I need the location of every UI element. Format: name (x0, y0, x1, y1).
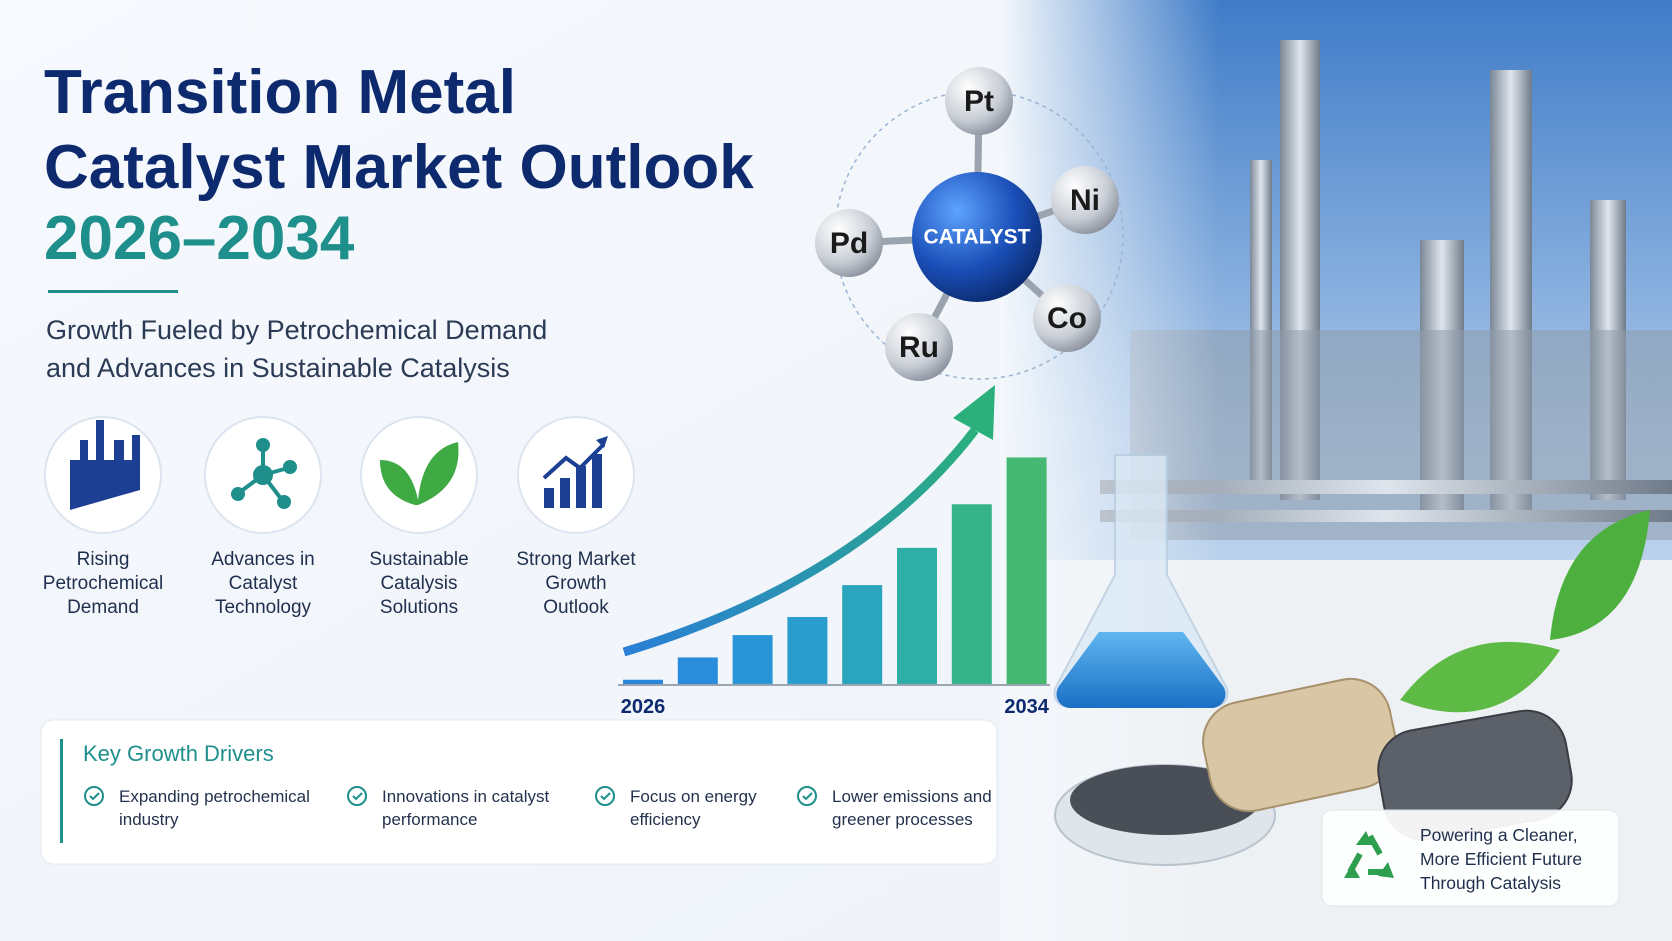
check-mark (352, 792, 363, 801)
driver-text: Focus on energy (630, 787, 757, 806)
drivers-title: Key Growth Drivers (83, 741, 274, 766)
badge-line: Through Catalysis (1420, 873, 1561, 893)
title-years: 2026–2034 (44, 204, 355, 273)
growth-arrowhead (953, 385, 995, 440)
factory-icon (70, 420, 140, 510)
driver-text: Lower emissions and (832, 787, 992, 806)
check-mark (802, 792, 813, 801)
feature-icons (44, 416, 635, 534)
check-mark (89, 792, 100, 801)
bar (677, 657, 718, 684)
structure (1130, 330, 1672, 540)
feature-label: Sustainable (369, 549, 468, 570)
drivers-list: Expanding petrochemical industry Innovatio… (84, 786, 992, 829)
growth-arrow (622, 427, 979, 657)
bar-chart: 2026 2034 (621, 457, 1050, 718)
atom-sphere (1033, 284, 1101, 352)
pipe (1100, 510, 1672, 522)
check-icon (595, 786, 615, 806)
growth-icon-arrow (542, 442, 606, 480)
orbit (834, 90, 1124, 380)
honeycomb (1202, 677, 1398, 813)
feature-label: Outlook (543, 597, 609, 618)
molecule-icon-atoms (231, 438, 297, 509)
check-icon (84, 786, 104, 806)
feature-label: Solutions (380, 597, 458, 618)
feature-label: Strong Market (516, 549, 636, 570)
driver-text: industry (119, 810, 179, 829)
atom-label: Ni (1070, 184, 1100, 217)
check-icon (797, 786, 817, 806)
subtitle: and Advances in Sustainable Catalysis (46, 353, 510, 383)
icon-circle (360, 416, 478, 534)
title: Transition Metal (44, 58, 516, 127)
flask-liquid (1056, 632, 1226, 709)
leaf (1550, 510, 1650, 640)
check-icon (347, 786, 367, 806)
feature-labels: Rising Petrochemical Demand Advances in Cata… (43, 549, 637, 618)
driver-text: Innovations in catalyst (382, 787, 550, 806)
divider (48, 290, 178, 293)
bar (623, 679, 663, 684)
bar (897, 547, 937, 684)
check-mark (600, 792, 611, 801)
bar (787, 616, 828, 684)
catalyst-label: CATALYST (924, 226, 1031, 249)
bar (732, 635, 773, 684)
feature-label: Technology (215, 597, 312, 618)
badge-line: More Efficient Future (1420, 849, 1582, 869)
badge-line: Powering a Cleaner, (1420, 825, 1578, 845)
title: Catalyst Market Outlook (44, 133, 754, 202)
pipe (1100, 480, 1672, 494)
x-tick-label: 2034 (1004, 696, 1049, 718)
feature-label: Demand (67, 597, 139, 618)
feature-label: Advances in (211, 549, 315, 570)
bar (1006, 457, 1047, 684)
drivers-panel (40, 719, 998, 865)
badge-text: Powering a Cleaner, More Efficient Future… (1420, 825, 1582, 893)
refinery-scene (1000, 0, 1672, 941)
atom-sphere (945, 67, 1013, 135)
recycle-arrows (1344, 831, 1394, 878)
catalyst-sphere (912, 172, 1042, 302)
feature-label: Catalysis (380, 573, 457, 594)
feature-label: Growth (545, 573, 606, 594)
atom-sphere (1051, 166, 1119, 234)
feature-label: Petrochemical (43, 573, 163, 594)
driver-text: performance (382, 810, 477, 829)
atom-label: Pd (830, 227, 868, 260)
bar (842, 585, 883, 684)
growth-icon-arrowhead (596, 436, 608, 448)
feature-label: Catalyst (229, 573, 298, 594)
bar (951, 504, 992, 684)
x-tick-label: 2026 (621, 696, 666, 718)
drivers-accent (60, 739, 63, 843)
feature-label: Rising (77, 549, 130, 570)
driver-text: Expanding petrochemical (119, 787, 310, 806)
leaf (1400, 641, 1560, 713)
atom-sphere (815, 209, 883, 277)
growth-icon (544, 454, 602, 508)
badge (1321, 809, 1620, 907)
atom-label: Co (1047, 302, 1087, 335)
driver-text: greener processes (832, 810, 973, 829)
atom-label: Pt (964, 85, 994, 118)
subtitle: Growth Fueled by Petrochemical Demand (46, 315, 547, 345)
leaf-icon (380, 442, 459, 505)
atoms: Pt Ni Co Ru Pd (815, 67, 1119, 381)
atom-label: Ru (899, 331, 939, 364)
driver-text: efficiency (630, 810, 701, 829)
atom-sphere (885, 313, 953, 381)
